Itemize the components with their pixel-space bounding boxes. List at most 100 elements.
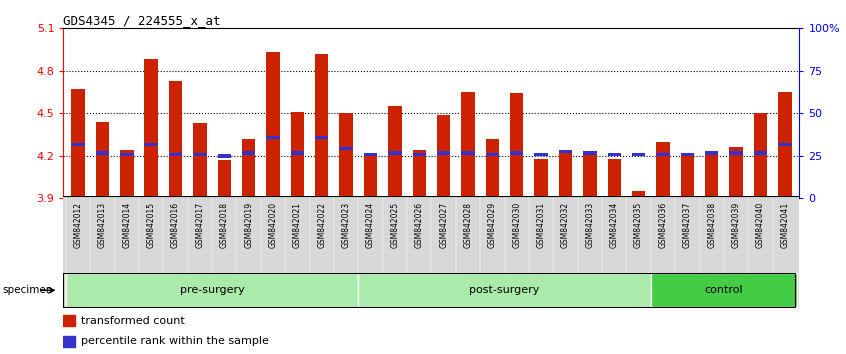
Bar (632, 191, 645, 198)
Bar (754, 113, 767, 198)
Bar (510, 151, 524, 155)
Bar (388, 106, 402, 198)
Text: GSM842020: GSM842020 (268, 202, 277, 248)
Text: GSM842024: GSM842024 (366, 202, 375, 248)
Bar (461, 92, 475, 198)
Text: GSM842017: GSM842017 (195, 202, 205, 248)
Bar (71, 143, 85, 146)
Bar (242, 151, 255, 155)
Text: GSM842012: GSM842012 (74, 202, 83, 248)
Bar (583, 153, 596, 198)
Text: GSM842038: GSM842038 (707, 202, 717, 248)
Text: GSM842018: GSM842018 (220, 202, 228, 248)
Bar (413, 150, 426, 198)
Bar (291, 151, 304, 155)
Text: GSM842025: GSM842025 (390, 202, 399, 248)
Bar (193, 123, 206, 198)
Bar (266, 136, 280, 139)
Bar (66, 273, 359, 307)
Bar (437, 115, 450, 198)
Bar (705, 151, 718, 155)
Bar (681, 153, 694, 156)
Bar (583, 151, 596, 155)
Bar (681, 156, 694, 198)
Bar (120, 150, 134, 198)
Text: GSM842029: GSM842029 (488, 202, 497, 248)
Text: post-surgery: post-surgery (470, 285, 540, 295)
Text: GSM842040: GSM842040 (756, 202, 765, 248)
Text: GSM842019: GSM842019 (244, 202, 253, 248)
Bar (778, 143, 792, 146)
Text: GSM842039: GSM842039 (732, 202, 740, 248)
Bar (315, 136, 328, 139)
Text: GSM842015: GSM842015 (146, 202, 156, 248)
Bar (437, 151, 450, 155)
Text: GSM842014: GSM842014 (123, 202, 131, 248)
Bar (96, 151, 109, 155)
Bar (729, 151, 743, 155)
Bar (535, 153, 548, 156)
Bar (145, 143, 158, 146)
Bar (413, 153, 426, 156)
Bar (388, 151, 402, 155)
Bar (193, 153, 206, 156)
Bar (145, 59, 158, 198)
Text: GSM842021: GSM842021 (293, 202, 302, 248)
Bar (486, 153, 499, 156)
Text: GSM842041: GSM842041 (780, 202, 789, 248)
Bar (169, 153, 182, 156)
Bar (364, 156, 377, 198)
Text: pre-surgery: pre-surgery (179, 285, 244, 295)
Bar (291, 112, 304, 198)
Bar (559, 150, 572, 153)
Text: specimen: specimen (3, 285, 53, 295)
Bar (559, 152, 572, 198)
Bar (729, 147, 743, 198)
Bar (217, 160, 231, 198)
Bar (535, 159, 548, 198)
Bar (266, 52, 280, 198)
Text: control: control (705, 285, 744, 295)
Bar (607, 159, 621, 198)
Text: transformed count: transformed count (81, 316, 185, 326)
Text: GSM842023: GSM842023 (342, 202, 350, 248)
Text: GSM842037: GSM842037 (683, 202, 692, 248)
Text: GSM842013: GSM842013 (98, 202, 107, 248)
Bar (242, 139, 255, 198)
Bar (656, 142, 670, 198)
Text: GSM842022: GSM842022 (317, 202, 327, 248)
Bar (656, 153, 670, 156)
Bar (217, 154, 231, 158)
Bar (778, 92, 792, 198)
Text: GSM842036: GSM842036 (658, 202, 667, 248)
Text: GSM842032: GSM842032 (561, 202, 570, 248)
Bar (169, 81, 182, 198)
Bar (120, 153, 134, 156)
Text: GSM842033: GSM842033 (585, 202, 595, 248)
Bar (339, 147, 353, 150)
Text: GSM842016: GSM842016 (171, 202, 180, 248)
Text: GSM842030: GSM842030 (513, 202, 521, 248)
Text: GDS4345 / 224555_x_at: GDS4345 / 224555_x_at (63, 14, 221, 27)
Bar (63, 336, 75, 347)
Text: GSM842028: GSM842028 (464, 202, 473, 248)
Bar (607, 153, 621, 156)
Bar (754, 151, 767, 155)
Text: percentile rank within the sample: percentile rank within the sample (81, 336, 269, 346)
Bar (71, 89, 85, 198)
Text: GSM842034: GSM842034 (610, 202, 618, 248)
Bar (486, 139, 499, 198)
Bar (359, 273, 651, 307)
Text: GSM842031: GSM842031 (536, 202, 546, 248)
Bar (364, 153, 377, 156)
Bar (63, 315, 75, 326)
Text: GSM842026: GSM842026 (415, 202, 424, 248)
Text: GSM842035: GSM842035 (634, 202, 643, 248)
Bar (651, 273, 797, 307)
Bar (339, 113, 353, 198)
Bar (96, 122, 109, 198)
Text: GSM842027: GSM842027 (439, 202, 448, 248)
Bar (510, 93, 524, 198)
Bar (315, 54, 328, 198)
Bar (461, 151, 475, 155)
